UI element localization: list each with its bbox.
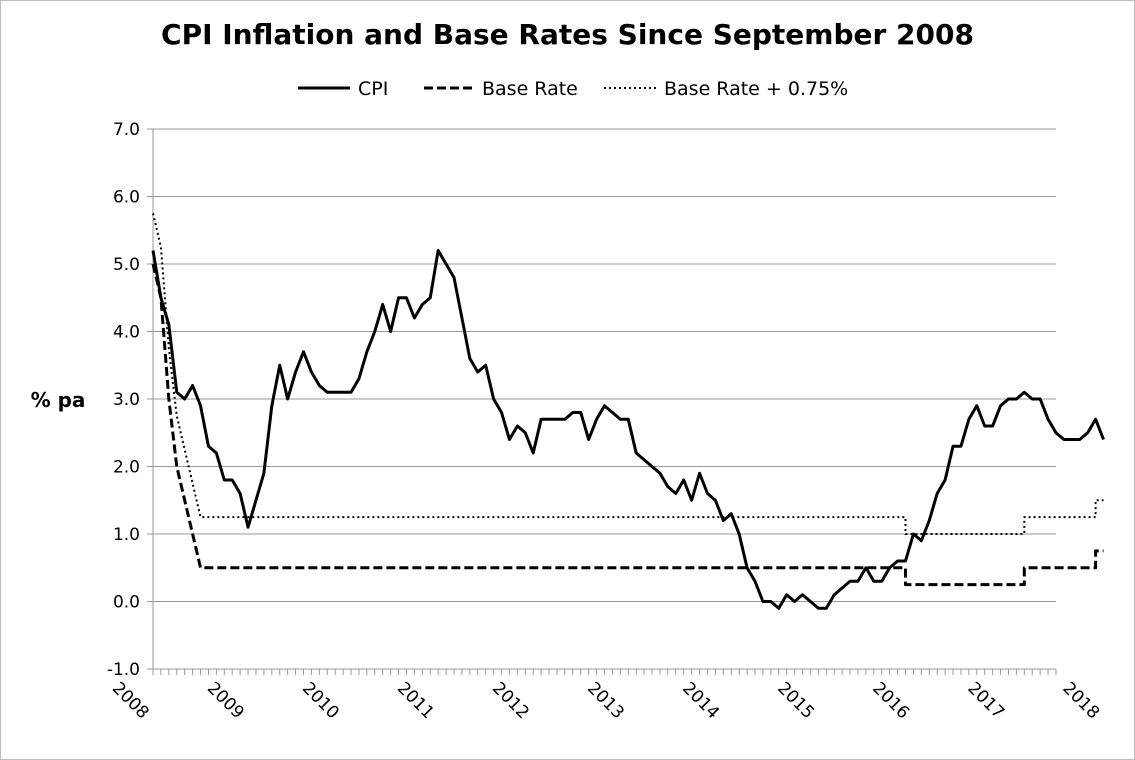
legend-label: Base Rate <box>482 78 578 100</box>
y-tick-label: 4.0 <box>113 323 140 343</box>
chart-title: CPI Inflation and Base Rates Since Septe… <box>161 18 974 51</box>
legend: CPI Base Rate Base Rate + 0.75% <box>298 78 848 100</box>
series-line-base-rate <box>151 263 1104 587</box>
legend-label: Base Rate + 0.75% <box>664 78 848 100</box>
legend-label: CPI <box>358 78 388 100</box>
y-tick-label: 3.0 <box>113 390 140 410</box>
x-tick-label: 2014 <box>678 678 723 723</box>
y-tick-label: 7.0 <box>113 120 140 140</box>
x-tick-label: 2009 <box>203 678 248 723</box>
y-axis-label: % pa <box>31 388 86 412</box>
x-tick-label: 2015 <box>773 678 818 723</box>
x-tick-label: 2017 <box>963 678 1008 723</box>
series-line-cpi <box>151 249 1105 610</box>
y-tick-label: 2.0 <box>113 458 140 478</box>
x-tick-label: 2018 <box>1058 678 1103 723</box>
y-tick-label: 1.0 <box>113 525 140 545</box>
x-tick-label: 2008 <box>108 678 153 723</box>
x-tick-label: 2013 <box>583 678 628 723</box>
x-tick-label: 2012 <box>488 678 533 723</box>
y-tick-label: 6.0 <box>113 188 140 208</box>
y-tick-label: 5.0 <box>113 255 140 275</box>
x-tick-label: 2011 <box>393 678 438 723</box>
axes <box>147 128 1057 675</box>
x-tick-label: 2016 <box>868 678 913 723</box>
x-tick-label: 2010 <box>298 678 343 723</box>
series-lines <box>151 213 1105 610</box>
y-axis-ticks: 7.0 6.0 5.0 4.0 3.0 2.0 1.0 0.0 -1.0 <box>107 120 140 680</box>
y-tick-label: 0.0 <box>113 593 140 613</box>
series-line-base-rate-0-75 <box>152 213 1104 535</box>
y-tick-label: -1.0 <box>107 660 140 680</box>
x-axis-ticks: 2008 2009 2010 2011 2012 2013 2014 2015 2016 2017… <box>108 678 1103 723</box>
gridlines <box>153 128 1056 670</box>
